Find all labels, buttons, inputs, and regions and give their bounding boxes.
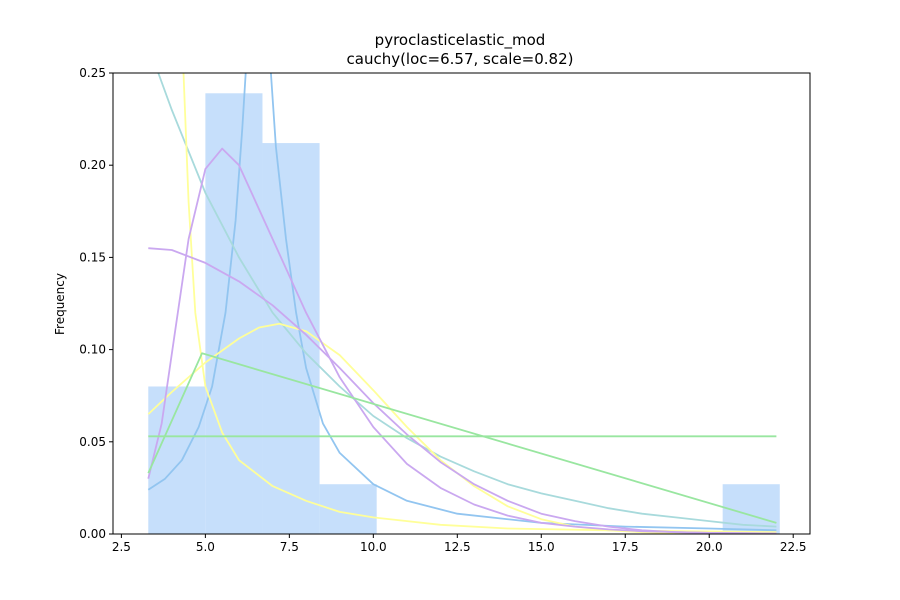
x-tick-label-2: 7.5 [280, 540, 299, 554]
histogram-bars [148, 93, 780, 534]
x-tick-label-5: 15.0 [528, 540, 555, 554]
x-axis-ticks: 2.5 5.0 7.5 10.0 12.5 15.0 17.5 20.0 22.5 [112, 534, 807, 554]
x-tick-label-7: 20.0 [696, 540, 723, 554]
fit-curve-3 [182, 73, 777, 534]
y-axis-label: Frequency [53, 273, 67, 335]
fit-curve-2 [157, 73, 777, 528]
fit-curve-1 [270, 73, 777, 532]
plot-frame [112, 72, 811, 535]
histogram-bar-3 [319, 484, 377, 534]
fitted-curves [147, 73, 777, 534]
x-tick-label-1: 5.0 [196, 540, 215, 554]
y-tick-label-3: 0.15 [79, 250, 106, 264]
y-tick-label-5: 0.25 [79, 66, 106, 80]
fit-curve-7 [147, 352, 777, 524]
fit-curve-0 [147, 73, 247, 491]
y-axis-ticks: 0.00 0.05 0.10 0.15 0.20 0.25 [79, 66, 113, 541]
x-tick-label-6: 17.5 [612, 540, 639, 554]
chart-title: pyroclasticelastic_mod [375, 31, 546, 50]
y-tick-label-4: 0.20 [79, 158, 106, 172]
x-tick-label-8: 22.5 [780, 540, 807, 554]
x-tick-label-0: 2.5 [112, 540, 131, 554]
x-tick-label-3: 10.0 [360, 540, 387, 554]
y-tick-label-2: 0.10 [79, 343, 106, 357]
y-tick-label-1: 0.05 [79, 435, 106, 449]
y-tick-label-0: 0.00 [79, 527, 106, 541]
x-tick-label-4: 12.5 [444, 540, 471, 554]
fit-curve-5 [147, 147, 777, 534]
fit-curve-6 [148, 247, 777, 534]
chart-subtitle: cauchy(loc=6.57, scale=0.82) [347, 50, 574, 68]
histogram-bar-1 [205, 93, 263, 534]
